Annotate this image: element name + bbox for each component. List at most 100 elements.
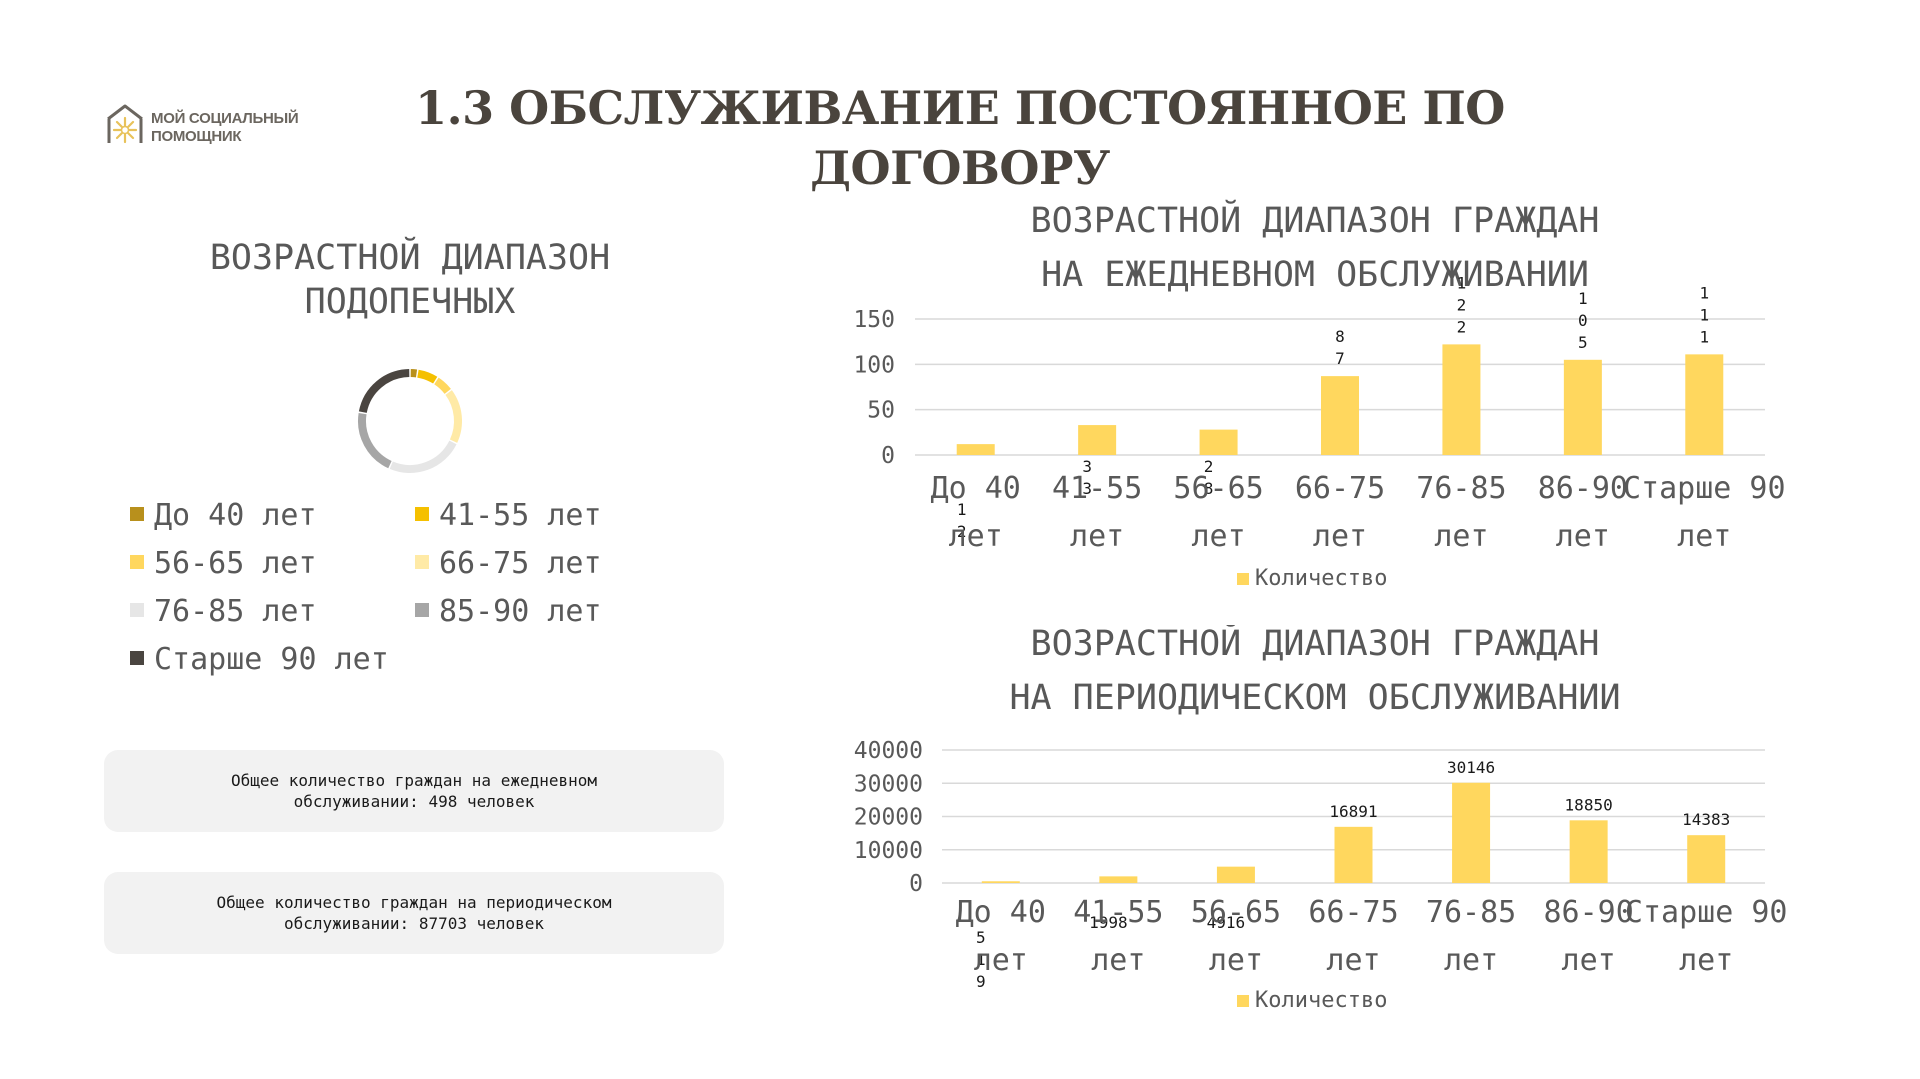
daily-summary-panel: Общее количество граждан на ежедневном о… bbox=[104, 750, 724, 832]
bar bbox=[956, 444, 995, 455]
logo-line-1: МОЙ СОЦИАЛЬНЫЙ bbox=[151, 110, 299, 127]
x-tick-label: Старше 90 bbox=[1623, 471, 1786, 506]
bar bbox=[1199, 429, 1238, 455]
x-tick-label: До 40 bbox=[956, 895, 1046, 930]
x-tick-label: Старше 90 bbox=[1625, 895, 1788, 930]
x-tick-label: 56-65 bbox=[1173, 471, 1263, 506]
x-tick-label: лет bbox=[1326, 943, 1380, 978]
legend-item: 41-55 лет bbox=[415, 498, 602, 533]
x-tick-label: 41-55 bbox=[1073, 895, 1163, 930]
legend-item: До 40 лет bbox=[130, 498, 317, 533]
data-label: 30146 bbox=[1447, 758, 1495, 777]
legend-label: Старше 90 лет bbox=[154, 642, 389, 677]
bar bbox=[1685, 354, 1724, 455]
bar bbox=[1099, 876, 1138, 883]
x-tick-label: 76-85 bbox=[1426, 895, 1516, 930]
bar bbox=[1078, 425, 1117, 455]
legend-label: 56-65 лет bbox=[154, 546, 317, 581]
bar bbox=[1563, 359, 1602, 455]
legend-item: 76-85 лет bbox=[130, 594, 317, 629]
x-tick-label: лет bbox=[1191, 519, 1245, 554]
sun-house-icon bbox=[107, 104, 143, 144]
x-tick-label: лет bbox=[1679, 943, 1733, 978]
data-label: 14383 bbox=[1682, 810, 1730, 829]
legend-label: Количество bbox=[1255, 988, 1387, 1013]
y-tick-label: 20000 bbox=[854, 805, 923, 831]
chart-title: ВОЗРАСТНОЙ ДИАПАЗОН ГРАЖДАН bbox=[1031, 199, 1600, 241]
x-tick-label: лет bbox=[1070, 519, 1124, 554]
legend-swatch bbox=[415, 554, 429, 569]
x-tick-label: 56-65 bbox=[1191, 895, 1281, 930]
y-tick-label: 50 bbox=[867, 398, 895, 424]
y-tick-label: 150 bbox=[853, 307, 895, 333]
y-tick-label: 100 bbox=[853, 352, 895, 378]
x-tick-label: лет bbox=[1444, 943, 1498, 978]
x-tick-label: лет bbox=[1209, 943, 1263, 978]
data-label: 1998 bbox=[1089, 913, 1128, 932]
daily-summary-text: Общее количество граждан на ежедневном о… bbox=[230, 771, 598, 811]
legend-label: 41-55 лет bbox=[439, 498, 602, 533]
x-tick-label: лет bbox=[1091, 943, 1145, 978]
legend-item: 85-90 лет bbox=[415, 594, 602, 629]
bar bbox=[1687, 835, 1726, 883]
donut-chart bbox=[358, 369, 462, 473]
data-label: 16891 bbox=[1329, 802, 1377, 821]
x-tick-label: лет bbox=[1677, 519, 1731, 554]
logo: МОЙ СОЦИАЛЬНЫЙ ПОМОЩНИК bbox=[105, 103, 305, 151]
y-tick-label: 0 bbox=[881, 443, 895, 469]
legend-label: 85-90 лет bbox=[439, 594, 602, 629]
y-tick-label: 30000 bbox=[854, 771, 923, 797]
x-tick-label: лет bbox=[974, 943, 1028, 978]
chart-title: НА ЕЖЕДНЕВНОМ ОБСЛУЖИВАНИИ bbox=[1041, 255, 1589, 295]
legend-swatch bbox=[415, 602, 429, 617]
bar bbox=[981, 881, 1020, 883]
bar bbox=[1216, 866, 1255, 883]
x-tick-label: лет bbox=[1562, 943, 1616, 978]
legend-item: Старше 90 лет bbox=[130, 642, 389, 677]
x-tick-label: лет bbox=[1313, 519, 1367, 554]
periodic-bar-chart: ВОЗРАСТНОЙ ДИАПАЗОН ГРАЖДАН НА ПЕРИОДИЧЕС… bbox=[854, 625, 1788, 1013]
legend-swatch bbox=[130, 602, 144, 617]
y-tick-label: 40000 bbox=[854, 738, 923, 764]
x-tick-label: 86-90 bbox=[1543, 895, 1633, 930]
chart-title: НА ПЕРИОДИЧЕСКОМ ОБСЛУЖИВАНИИ bbox=[1009, 678, 1620, 718]
x-tick-label: лет bbox=[1434, 519, 1488, 554]
donut-slice bbox=[389, 440, 457, 473]
data-label: 18850 bbox=[1565, 795, 1613, 814]
donut-slice bbox=[417, 369, 438, 384]
legend-swatch bbox=[1237, 573, 1249, 585]
legend-label: 66-75 лет bbox=[439, 546, 602, 581]
x-tick-label: лет bbox=[949, 519, 1003, 554]
legend-item: 56-65 лет bbox=[130, 546, 317, 581]
y-tick-label: 0 bbox=[909, 871, 923, 897]
x-tick-label: лет bbox=[1556, 519, 1610, 554]
legend-swatch bbox=[130, 650, 144, 665]
logo-line-2: ПОМОЩНИК bbox=[151, 128, 242, 145]
daily-bar-chart: ВОЗРАСТНОЙ ДИАПАЗОН ГРАЖДАН НА ЕЖЕДНЕВНОМ… bbox=[853, 199, 1786, 591]
donut-slice bbox=[445, 390, 462, 443]
periodic-summary-text: Общее количество граждан на периодическо… bbox=[216, 893, 612, 933]
x-tick-label: До 40 bbox=[931, 471, 1021, 506]
donut-slice bbox=[358, 412, 392, 469]
donut-slice bbox=[358, 369, 410, 414]
bar bbox=[1452, 782, 1491, 883]
bar bbox=[1442, 344, 1481, 455]
donut-slice bbox=[434, 377, 451, 394]
x-tick-label: 66-75 bbox=[1308, 895, 1398, 930]
bar bbox=[1321, 376, 1359, 455]
donut-chart-title: ВОЗРАСТНОЙ ДИАПАЗОН ПОДОПЕЧНЫХ bbox=[209, 238, 611, 322]
page-title: 1.3 ОБСЛУЖИВАНИЕ ПОСТОЯННОЕ ПО ДОГОВОРУ bbox=[415, 81, 1505, 195]
legend-swatch bbox=[1237, 995, 1249, 1007]
x-tick-label: 86-90 bbox=[1538, 471, 1628, 506]
legend-swatch bbox=[130, 506, 144, 521]
legend-swatch bbox=[415, 506, 429, 521]
legend-label: Количество bbox=[1255, 566, 1387, 591]
